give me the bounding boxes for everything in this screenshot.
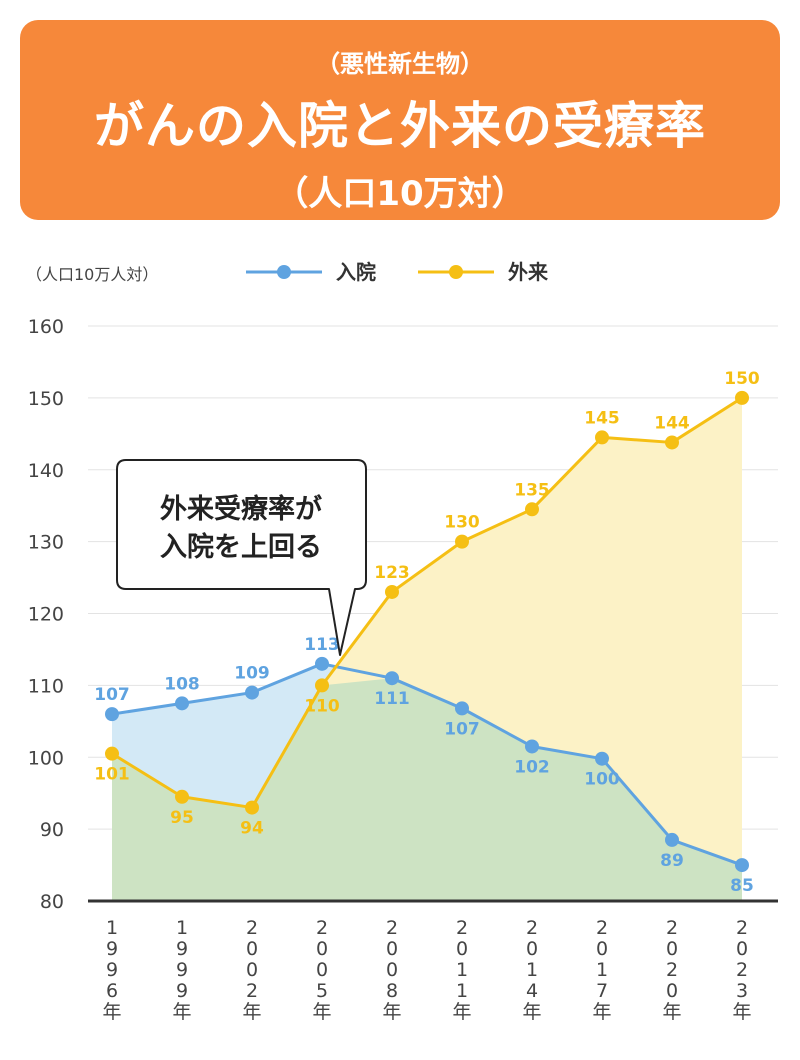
- y-tick-150: 150: [28, 388, 64, 410]
- y-tick-110: 110: [28, 675, 64, 697]
- point-outpatient-6: [525, 502, 539, 517]
- callout-line-2: 入院を上回る: [160, 531, 322, 563]
- point-inpatient-2: [245, 685, 259, 700]
- y-axis-unit-label: （人口10万人対）: [26, 265, 158, 284]
- series-lines: [111, 396, 743, 867]
- y-tick-80: 80: [40, 891, 64, 913]
- y-tick-130: 130: [28, 532, 64, 554]
- y-axis-ticks: 80 90 100 110 120 130 140 150 160: [28, 316, 64, 913]
- series-areas: [112, 397, 742, 901]
- point-inpatient-0: [105, 707, 119, 722]
- label-outpatient-0: 101: [94, 765, 130, 785]
- point-outpatient-2: [245, 800, 259, 815]
- point-inpatient-3: [315, 656, 329, 671]
- chart-title: がんの入院と外来の受療率: [94, 97, 706, 155]
- series-points: [105, 390, 749, 873]
- data-labels: 107 108 109 113 111 107 102 100 89 85 101 95 94 110 12…: [94, 369, 760, 896]
- point-outpatient-0: [105, 746, 119, 761]
- label-outpatient-7: 145: [584, 408, 620, 428]
- point-outpatient-9: [735, 390, 749, 405]
- callout-line-1: 外来受療率が: [160, 493, 322, 525]
- area-overlap: [112, 678, 742, 901]
- label-inpatient-0: 107: [94, 685, 130, 705]
- point-outpatient-8: [665, 435, 679, 450]
- point-outpatient-1: [175, 789, 189, 804]
- legend-label-inpatient: 入院: [336, 260, 376, 284]
- label-outpatient-8: 144: [654, 413, 690, 433]
- line-inpatient: [111, 662, 743, 867]
- chart-subtitle: （悪性新生物）: [316, 50, 484, 78]
- legend-marker-inpatient: [277, 265, 291, 279]
- x-axis-labels: 1 9 9 6 年 1 9 9 9 年 2 0 0 2 年 2 0 0 5 年 2 0 0 8 年 2 0 1 1 年 2 0 1 4 年 2 0 1 7 年…: [102, 917, 751, 1023]
- legend: 入院 外来: [246, 260, 549, 284]
- label-inpatient-5: 107: [444, 719, 480, 739]
- title-banner: （悪性新生物） がんの入院と外来の受療率 （人口10万対）: [20, 20, 780, 220]
- label-inpatient-2: 109: [234, 664, 270, 684]
- point-inpatient-4: [385, 671, 399, 686]
- point-inpatient-1: [175, 696, 189, 711]
- label-outpatient-3: 110: [304, 696, 340, 716]
- label-inpatient-6: 102: [514, 757, 550, 777]
- point-inpatient-5: [455, 701, 469, 716]
- point-inpatient-8: [665, 832, 679, 847]
- chart-unit-note: （人口10万対）: [274, 174, 526, 214]
- callout-bubble: [116, 459, 367, 656]
- point-outpatient-5: [455, 534, 469, 549]
- point-outpatient-7: [595, 430, 609, 445]
- y-tick-100: 100: [28, 747, 64, 769]
- label-inpatient-8: 89: [660, 851, 684, 871]
- y-tick-90: 90: [40, 819, 64, 841]
- label-inpatient-9: 85: [730, 876, 754, 896]
- legend-label-outpatient: 外来: [508, 260, 549, 284]
- label-outpatient-2: 94: [240, 819, 264, 839]
- label-inpatient-7: 100: [584, 770, 620, 790]
- label-inpatient-1: 108: [164, 674, 200, 694]
- point-inpatient-7: [595, 751, 609, 766]
- y-tick-120: 120: [28, 604, 64, 626]
- point-outpatient-3: [315, 678, 329, 693]
- label-inpatient-4: 111: [374, 689, 410, 709]
- label-outpatient-6: 135: [514, 480, 550, 500]
- point-outpatient-4: [385, 584, 399, 599]
- point-inpatient-6: [525, 739, 539, 754]
- y-tick-140: 140: [28, 460, 64, 482]
- point-inpatient-9: [735, 858, 749, 873]
- legend-marker-outpatient: [449, 265, 463, 279]
- label-outpatient-5: 130: [444, 513, 480, 533]
- label-outpatient-4: 123: [374, 563, 410, 583]
- label-inpatient-3: 113: [304, 635, 340, 655]
- y-tick-160: 160: [28, 316, 64, 338]
- line-outpatient: [111, 396, 743, 810]
- annotation-callout: 外来受療率が 入院を上回る: [116, 459, 367, 656]
- label-outpatient-9: 150: [724, 369, 760, 389]
- label-outpatient-1: 95: [170, 808, 194, 828]
